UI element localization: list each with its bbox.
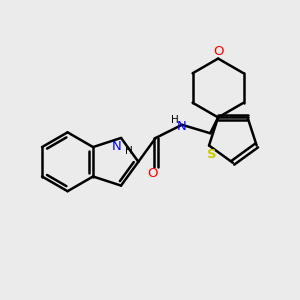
Text: N: N — [177, 120, 187, 133]
Text: H: H — [171, 116, 178, 125]
Text: O: O — [148, 167, 158, 180]
Text: S: S — [207, 148, 217, 161]
Text: H: H — [124, 146, 132, 156]
Text: O: O — [213, 45, 224, 58]
Text: N: N — [112, 140, 122, 153]
